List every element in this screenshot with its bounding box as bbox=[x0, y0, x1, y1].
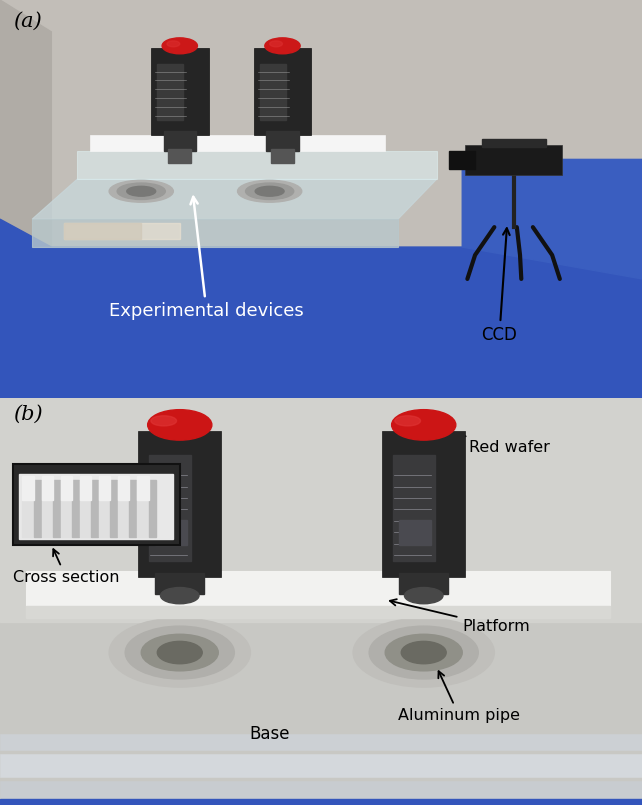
Bar bbox=[26, 572, 610, 608]
Bar bbox=[19, 473, 173, 539]
Ellipse shape bbox=[385, 634, 462, 671]
Bar bbox=[118, 480, 130, 537]
Bar bbox=[148, 480, 155, 537]
Ellipse shape bbox=[401, 642, 446, 664]
Bar bbox=[91, 480, 98, 537]
Bar bbox=[72, 480, 79, 537]
Bar bbox=[382, 431, 465, 577]
Bar bbox=[0, 754, 642, 777]
Polygon shape bbox=[77, 151, 437, 180]
Bar bbox=[0, 799, 642, 805]
Ellipse shape bbox=[270, 41, 282, 47]
Bar bbox=[0, 734, 642, 750]
Ellipse shape bbox=[255, 186, 284, 196]
Ellipse shape bbox=[160, 588, 199, 604]
Ellipse shape bbox=[117, 183, 166, 200]
Text: Aluminum pipe: Aluminum pipe bbox=[398, 671, 520, 723]
Bar bbox=[64, 223, 180, 239]
Bar bbox=[61, 476, 72, 500]
Bar bbox=[271, 150, 294, 163]
Polygon shape bbox=[0, 219, 642, 398]
Ellipse shape bbox=[125, 626, 234, 679]
Bar bbox=[168, 150, 191, 163]
Bar bbox=[118, 476, 130, 500]
Bar bbox=[157, 64, 183, 119]
Polygon shape bbox=[462, 159, 642, 279]
Bar bbox=[22, 480, 33, 537]
Ellipse shape bbox=[162, 38, 198, 54]
Text: Experimental devices: Experimental devices bbox=[109, 196, 304, 320]
Bar bbox=[13, 464, 180, 545]
Bar bbox=[130, 480, 137, 537]
Text: Red wafer: Red wafer bbox=[425, 424, 550, 455]
Bar bbox=[64, 223, 141, 239]
Polygon shape bbox=[32, 219, 398, 247]
Text: (b): (b) bbox=[13, 405, 42, 423]
Ellipse shape bbox=[109, 618, 250, 687]
Ellipse shape bbox=[151, 415, 177, 426]
Bar bbox=[99, 480, 110, 537]
Polygon shape bbox=[90, 135, 385, 151]
Bar bbox=[393, 456, 435, 561]
Ellipse shape bbox=[148, 410, 212, 440]
Ellipse shape bbox=[109, 180, 173, 202]
Bar bbox=[260, 64, 286, 119]
Ellipse shape bbox=[353, 618, 494, 687]
Bar bbox=[254, 47, 311, 135]
Bar bbox=[482, 139, 546, 147]
Bar bbox=[151, 47, 209, 135]
Bar bbox=[449, 151, 475, 169]
Bar bbox=[399, 521, 431, 545]
Ellipse shape bbox=[369, 626, 478, 679]
Bar bbox=[33, 480, 40, 537]
Ellipse shape bbox=[167, 41, 180, 47]
Bar bbox=[0, 398, 642, 622]
Ellipse shape bbox=[141, 634, 218, 671]
Ellipse shape bbox=[395, 415, 421, 426]
Bar bbox=[80, 476, 91, 500]
Text: Platform: Platform bbox=[390, 599, 530, 634]
Bar bbox=[61, 480, 72, 537]
Ellipse shape bbox=[392, 410, 456, 440]
Polygon shape bbox=[0, 0, 51, 398]
Bar bbox=[22, 476, 33, 500]
Bar bbox=[137, 480, 148, 537]
Ellipse shape bbox=[245, 183, 293, 200]
Ellipse shape bbox=[238, 180, 302, 202]
Text: Cross section: Cross section bbox=[13, 549, 119, 585]
Ellipse shape bbox=[127, 186, 155, 196]
Bar bbox=[42, 480, 53, 537]
Bar bbox=[110, 480, 117, 537]
Polygon shape bbox=[32, 180, 437, 219]
Text: Base: Base bbox=[249, 724, 290, 743]
Text: CCD: CCD bbox=[482, 229, 517, 344]
Ellipse shape bbox=[157, 642, 202, 664]
Bar bbox=[99, 476, 110, 500]
Bar bbox=[149, 456, 191, 561]
Bar bbox=[465, 146, 562, 175]
Bar bbox=[80, 480, 91, 537]
Text: (a): (a) bbox=[13, 12, 42, 31]
Bar bbox=[26, 606, 610, 618]
Bar bbox=[137, 476, 148, 500]
Ellipse shape bbox=[404, 588, 443, 604]
Bar bbox=[399, 573, 448, 593]
Bar bbox=[138, 431, 221, 577]
Bar bbox=[155, 521, 187, 545]
Bar bbox=[0, 781, 642, 805]
Ellipse shape bbox=[265, 38, 300, 54]
Bar bbox=[155, 573, 204, 593]
Bar bbox=[164, 131, 196, 151]
Bar bbox=[266, 131, 299, 151]
Bar bbox=[53, 480, 60, 537]
Bar bbox=[42, 476, 53, 500]
